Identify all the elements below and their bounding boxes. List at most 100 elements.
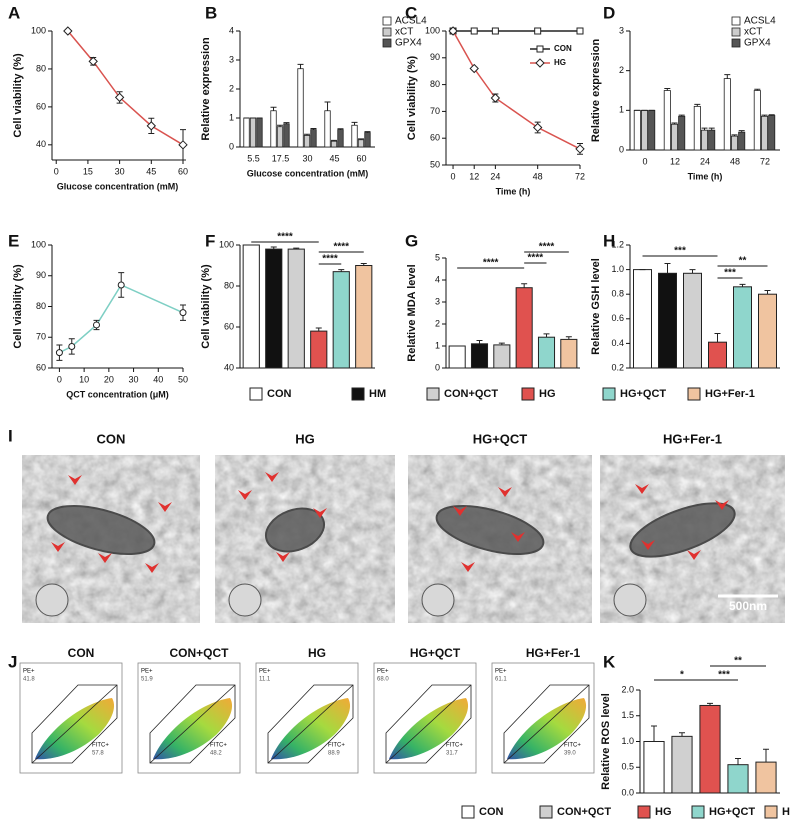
error-bar [310,127,317,130]
x-tick-label: 24 [490,171,500,181]
error-bar [358,138,364,140]
bar [708,129,716,151]
arrowhead [145,563,159,573]
event-cloud [153,698,233,760]
y-tick-label: 80 [430,79,440,89]
y-axis-title: Relative GSH level [590,258,602,355]
y-tick-label: 1 [619,105,624,115]
plot-title: HG [308,646,326,660]
y-tick-label: 60 [430,133,440,143]
panel-label: H [603,231,615,250]
bar [671,735,693,794]
plot-title: CON [68,646,95,660]
y-tick-label: 0.5 [621,762,634,772]
arrowhead [276,552,290,562]
error-bar [671,122,678,125]
error-bar [701,127,708,131]
x-tick-label: 20 [104,374,114,384]
y-tick-label: 80 [36,301,46,311]
x-axis-title: Time (h) [688,171,723,181]
y-tick-label: 0.2 [611,362,624,372]
error-bar [543,333,550,338]
error-bar [364,131,371,133]
gate [385,684,472,764]
y-tick-label: 2.0 [621,684,634,694]
error-bar [315,327,322,332]
bar [708,341,727,369]
error-bar [651,725,657,742]
bar [276,126,284,148]
y-tick-label: 4 [229,25,234,35]
error-bar [761,114,768,117]
bar [560,338,578,369]
legend-swatch [461,805,475,819]
y-axis-title: Cell viability (%) [12,264,24,349]
arrowhead [51,542,65,552]
bar [643,741,665,794]
bar [693,105,701,151]
y-tick-label: 90 [430,52,440,62]
bar [727,764,749,794]
plot-title: HG+Fer-1 [526,646,581,660]
legend-label: CON+QCT [444,388,498,400]
bar [310,330,328,369]
y-tick-label: 60 [224,321,234,331]
bar [723,78,731,151]
bar [648,109,656,151]
y-tick-label: 1 [435,340,440,350]
gate-label: PE+ [259,669,271,675]
y-tick-label: 5 [435,252,440,262]
significance-label: **** [277,232,293,243]
panel-label: J [8,652,17,671]
y-tick-label: 80 [36,63,46,73]
arrowhead [641,540,655,550]
gate-label: FITC+ [564,743,581,749]
legend-label: HG [554,58,566,67]
bar [357,139,365,148]
gate-label: FITC+ [210,743,227,749]
legend-swatch [731,16,741,26]
arrowhead [265,472,279,482]
error-bar [708,127,715,131]
gate-label: FITC+ [92,743,109,749]
gate [149,684,236,764]
x-tick-label: 60 [356,153,366,163]
bar [683,272,702,369]
y-tick-label: 0.6 [611,313,624,323]
y-tick-label: 0.0 [621,787,634,797]
y-tick-label: 1.5 [621,710,634,720]
marker [178,140,188,150]
error-bar [351,121,358,126]
gate-value: 11.1 [259,677,271,683]
bar [758,293,777,369]
x-tick-label: 15 [83,166,93,176]
image-title: HG+QCT [473,431,528,446]
error-bar [277,124,283,127]
gate [31,684,118,764]
error-bar [731,134,738,137]
x-tick-label: 45 [329,153,339,163]
arrowhead [715,500,729,510]
x-tick-label: 30 [115,166,125,176]
bar [364,132,371,148]
plot-title: CON+QCT [169,646,229,660]
legend-swatch [249,387,263,401]
error-bar [768,114,775,116]
significance-label: *** [674,246,686,257]
y-tick-label: 100 [31,25,46,35]
error-bar [679,732,685,737]
y-tick-label: 4 [435,274,440,284]
error-bar [565,336,572,340]
gate-value: 57.8 [92,751,104,757]
significance-label: **** [528,253,544,264]
bar [242,244,260,369]
bar [470,343,489,369]
arrowhead [461,562,475,572]
y-tick-label: 100 [219,239,234,249]
bar [515,287,533,369]
error-bar [270,246,277,250]
error-bar [689,269,696,274]
panel-label: C [405,3,417,22]
arrowhead [511,532,525,542]
